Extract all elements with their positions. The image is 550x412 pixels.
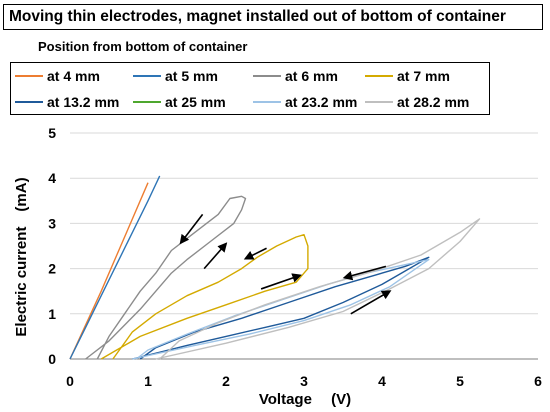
direction-arrow bbox=[260, 273, 302, 290]
legend-label: at 6 mm bbox=[285, 68, 338, 84]
legend-swatch bbox=[365, 75, 393, 77]
x-tick-label: 5 bbox=[456, 373, 464, 389]
legend-swatch bbox=[133, 101, 161, 103]
legend-label: at 5 mm bbox=[165, 68, 218, 84]
y-tick-label: 1 bbox=[48, 306, 56, 322]
legend-label: at 13.2 mm bbox=[47, 94, 120, 110]
legend-item-at-25mm: at 25 mm bbox=[133, 92, 226, 112]
plot-area: 0 1 2 3 4 5 0 1 2 3 4 5 6 Voltage (V) Electric curre… bbox=[13, 125, 542, 408]
legend-swatch bbox=[15, 75, 43, 77]
x-tick-label: 3 bbox=[300, 373, 308, 389]
legend-label: at 7 mm bbox=[397, 68, 450, 84]
y-tick-label: 2 bbox=[48, 261, 56, 277]
legend-item-at-23-2mm: at 23.2 mm bbox=[253, 92, 357, 112]
series-line-at-6-mm bbox=[85, 195, 247, 360]
legend-item-at-13-2mm: at 13.2 mm bbox=[15, 92, 119, 112]
y-tick-label: 3 bbox=[48, 215, 56, 231]
y-tick-label: 0 bbox=[48, 351, 56, 367]
legend-swatch bbox=[253, 101, 281, 103]
direction-arrow bbox=[342, 265, 387, 281]
y-axis-label: Electric current (mA) bbox=[13, 177, 30, 336]
series-line-at-23-2-mm bbox=[132, 258, 430, 360]
x-tick-label: 0 bbox=[66, 373, 74, 389]
direction-arrow bbox=[350, 290, 392, 315]
legend-swatch bbox=[365, 101, 393, 103]
series-line-at-13-2-mm bbox=[132, 256, 430, 360]
legend-swatch bbox=[133, 75, 161, 77]
x-axis-label: Voltage (V) bbox=[259, 391, 351, 408]
x-tick-label: 4 bbox=[378, 373, 386, 389]
legend-subtitle: Position from bottom of container bbox=[38, 39, 248, 54]
legend-label: at 28.2 mm bbox=[397, 94, 470, 110]
legend-label: at 25 mm bbox=[165, 94, 226, 110]
series-lines bbox=[69, 175, 481, 360]
legend-label: at 4 mm bbox=[47, 68, 100, 84]
legend-swatch bbox=[15, 101, 43, 103]
legend-item-at-6mm: at 6 mm bbox=[253, 66, 338, 86]
series-line-at-4-mm bbox=[69, 182, 149, 360]
legend-item-at-5mm: at 5 mm bbox=[133, 66, 218, 86]
legend-item-at-28-2mm: at 28.2 mm bbox=[365, 92, 469, 112]
y-tick-label: 5 bbox=[48, 125, 56, 141]
legend-item-at-7mm: at 7 mm bbox=[365, 66, 450, 86]
gridlines bbox=[70, 132, 538, 360]
x-tick-label: 1 bbox=[144, 373, 152, 389]
direction-arrow bbox=[203, 242, 228, 270]
series-line-at-28-2-mm bbox=[155, 218, 481, 360]
x-tick-label: 2 bbox=[222, 373, 230, 389]
legend-swatch bbox=[253, 75, 281, 77]
legend-item-at-4mm: at 4 mm bbox=[15, 66, 100, 86]
direction-arrows bbox=[179, 213, 392, 315]
legend: at 4 mm at 5 mm at 6 mm at 7 mm at 13.2 … bbox=[10, 62, 490, 115]
series-line-at-5-mm bbox=[69, 175, 161, 360]
y-tick-label: 4 bbox=[48, 170, 56, 186]
chart-title: Moving thin electrodes, magnet installed… bbox=[3, 4, 543, 30]
legend-label: at 23.2 mm bbox=[285, 94, 358, 110]
tick-labels: 0 1 2 3 4 5 0 1 2 3 4 5 6 bbox=[48, 125, 542, 389]
direction-arrow bbox=[243, 247, 267, 260]
series-line-at-7-mm bbox=[100, 233, 309, 360]
direction-arrow bbox=[179, 213, 204, 245]
x-tick-label: 6 bbox=[534, 373, 542, 389]
